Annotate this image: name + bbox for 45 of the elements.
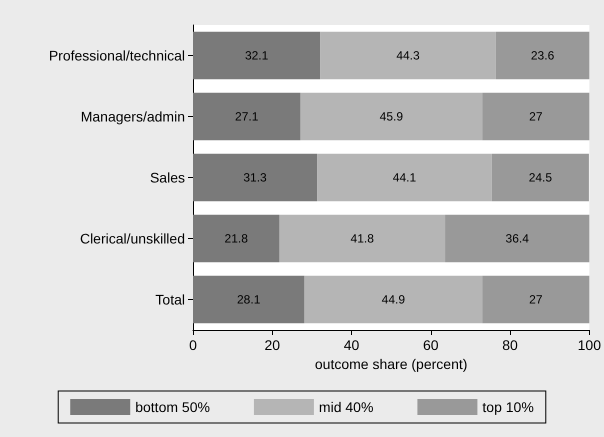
y-tick-label: Total xyxy=(155,292,185,308)
data-label: 27 xyxy=(529,292,543,306)
bar xyxy=(193,276,304,324)
data-label: 24.5 xyxy=(528,170,552,184)
data-label: 27.1 xyxy=(235,110,259,124)
data-label: 44.9 xyxy=(382,292,406,306)
data-label: 41.8 xyxy=(350,232,374,246)
bar xyxy=(317,154,492,202)
x-tick-label: 0 xyxy=(189,337,198,353)
x-tick-label: 20 xyxy=(264,337,280,353)
data-label: 27 xyxy=(529,110,543,124)
x-tick-label: 100 xyxy=(578,337,602,353)
data-label: 45.9 xyxy=(380,110,404,124)
x-tick-label: 40 xyxy=(344,337,360,353)
x-axis-title: outcome share (percent) xyxy=(314,356,468,372)
bar xyxy=(193,32,320,80)
y-tick-label: Clerical/unskilled xyxy=(80,230,185,246)
bar xyxy=(193,154,318,202)
bar xyxy=(445,214,590,262)
x-tick-label: 60 xyxy=(423,337,439,353)
bar xyxy=(496,32,590,80)
bar xyxy=(320,32,496,80)
bar xyxy=(279,214,446,262)
bar xyxy=(300,92,482,140)
legend-label: top 10% xyxy=(482,399,534,415)
data-label: 32.1 xyxy=(244,48,269,62)
y-tick-label: Managers/admin xyxy=(80,108,185,124)
bar xyxy=(492,154,589,202)
legend-label: mid 40% xyxy=(318,399,374,415)
data-label: 44.1 xyxy=(392,170,416,184)
data-label: 31.3 xyxy=(243,170,268,184)
data-label: 23.6 xyxy=(530,48,555,62)
y-tick-label: Professional/technical xyxy=(48,48,185,64)
bar xyxy=(482,276,590,324)
bar xyxy=(193,92,300,140)
y-tick-label: Sales xyxy=(150,170,185,186)
data-label: 44.3 xyxy=(396,48,420,62)
data-label: 21.8 xyxy=(224,232,248,246)
data-label: 28.1 xyxy=(237,292,261,306)
bar xyxy=(482,92,590,140)
bar xyxy=(304,276,482,324)
legend-label: bottom 50% xyxy=(135,399,210,415)
data-label: 36.4 xyxy=(506,232,530,246)
x-tick-label: 80 xyxy=(502,337,518,353)
bar xyxy=(193,214,280,262)
